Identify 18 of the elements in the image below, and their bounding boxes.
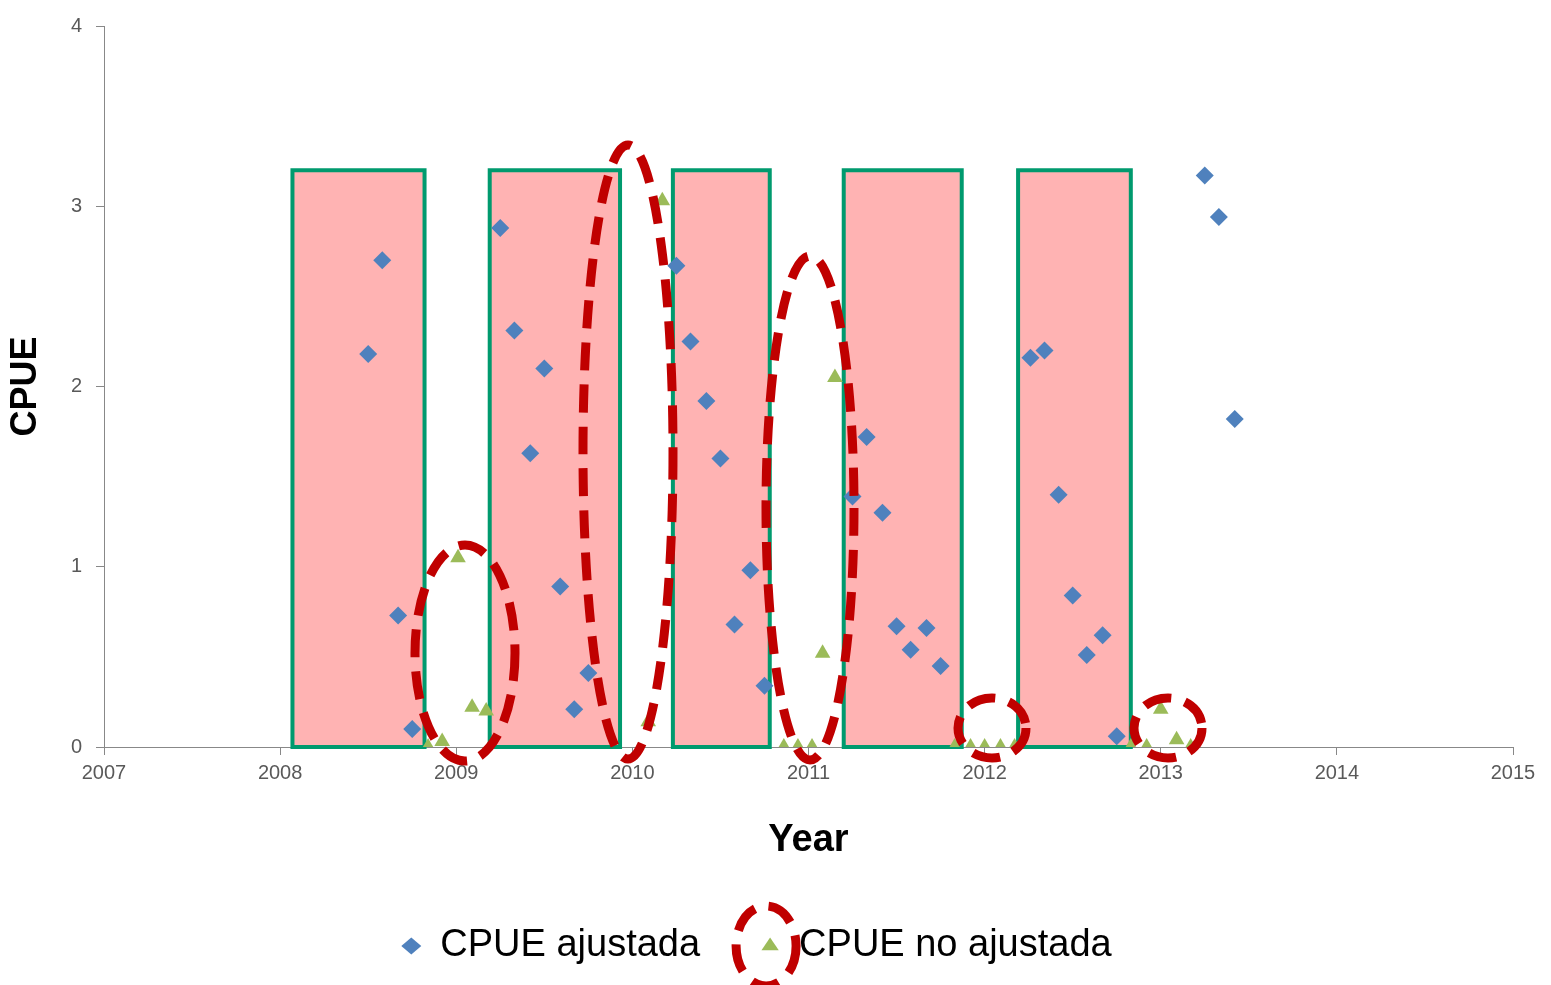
- x-tick-label: 2010: [610, 760, 655, 783]
- y-tick-label: 4: [70, 13, 82, 36]
- x-tick-label: 2008: [257, 760, 303, 783]
- x-axis-title: Year: [768, 816, 849, 859]
- x-tick-label: 2014: [1314, 760, 1360, 783]
- x-tick-label: 2007: [81, 760, 127, 783]
- legend-label: CPUE no ajustada: [799, 922, 1113, 965]
- y-tick-label: 3: [70, 193, 82, 216]
- x-tick-label: 2013: [1138, 760, 1183, 783]
- y-tick-label: 2: [70, 374, 82, 397]
- x-tick-label: 2015: [1490, 760, 1536, 783]
- y-axis-title: CPUE: [2, 336, 44, 437]
- x-tick-label: 2011: [786, 760, 831, 783]
- x-tick-label: 2009: [434, 760, 479, 783]
- legend-label: CPUE ajustada: [440, 922, 701, 965]
- y-tick-label: 0: [70, 734, 82, 757]
- y-tick-label: 1: [70, 554, 82, 577]
- x-tick-label: 2012: [962, 760, 1007, 783]
